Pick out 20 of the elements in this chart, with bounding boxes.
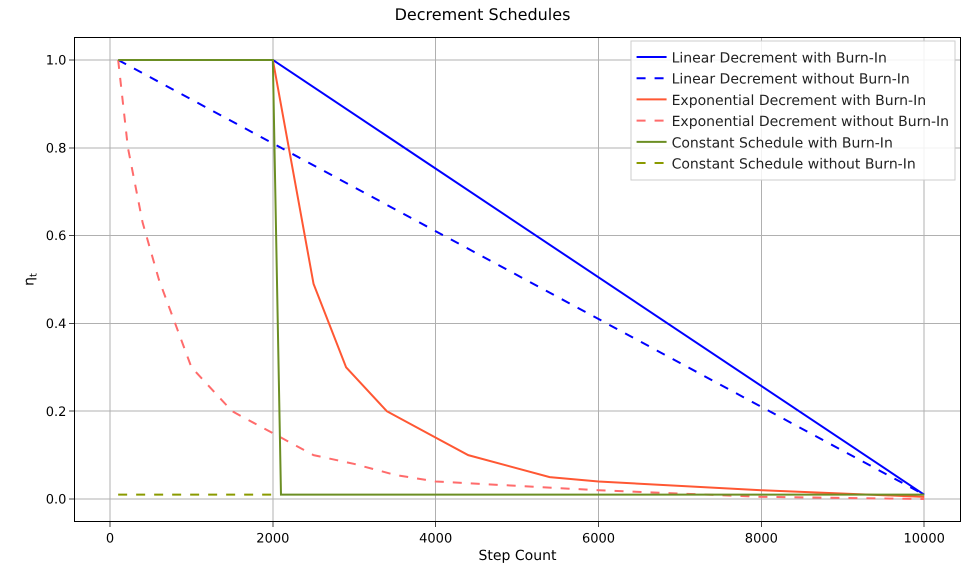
legend-label: Exponential Decrement with Burn-In [672, 92, 926, 109]
y-tick-label: 0.6 [46, 229, 66, 244]
x-tick-label: 6000 [582, 532, 616, 547]
y-tick-label: 0.8 [46, 141, 66, 156]
x-tick-label: 2000 [256, 532, 290, 547]
x-axis-title: Step Count [478, 548, 557, 564]
legend-label: Constant Schedule with Burn-In [672, 135, 893, 152]
legend-label: Exponential Decrement without Burn-In [672, 114, 950, 130]
y-tick-label: 1.0 [46, 54, 66, 68]
y-tick-label: 0.2 [46, 404, 66, 420]
x-tick-label: 4000 [419, 532, 452, 547]
y-tick-label: 0.4 [46, 316, 66, 332]
chart-title: Decrement Schedules [394, 4, 570, 24]
legend-label: Constant Schedule without Burn-In [672, 156, 916, 172]
y-tick-label: 0.0 [46, 492, 66, 508]
legend-label: Linear Decrement with Burn-In [672, 50, 887, 66]
legend-label: Linear Decrement without Burn-In [672, 72, 910, 88]
x-tick-label: 10000 [904, 532, 945, 547]
x-tick-label: 8000 [744, 532, 778, 547]
x-tick-label: 0 [106, 532, 114, 547]
